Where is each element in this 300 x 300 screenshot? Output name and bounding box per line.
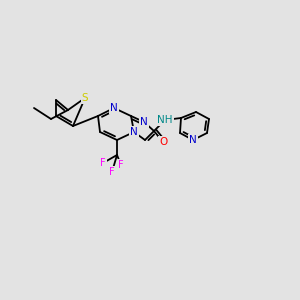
- Text: N: N: [140, 117, 148, 127]
- Text: F: F: [118, 160, 124, 170]
- Text: N: N: [130, 127, 138, 137]
- Text: NH: NH: [157, 115, 173, 125]
- Text: F: F: [109, 167, 115, 177]
- Text: F: F: [100, 158, 106, 168]
- Text: N: N: [189, 135, 197, 145]
- Text: N: N: [110, 103, 118, 113]
- Text: O: O: [159, 137, 167, 147]
- Text: S: S: [82, 93, 88, 103]
